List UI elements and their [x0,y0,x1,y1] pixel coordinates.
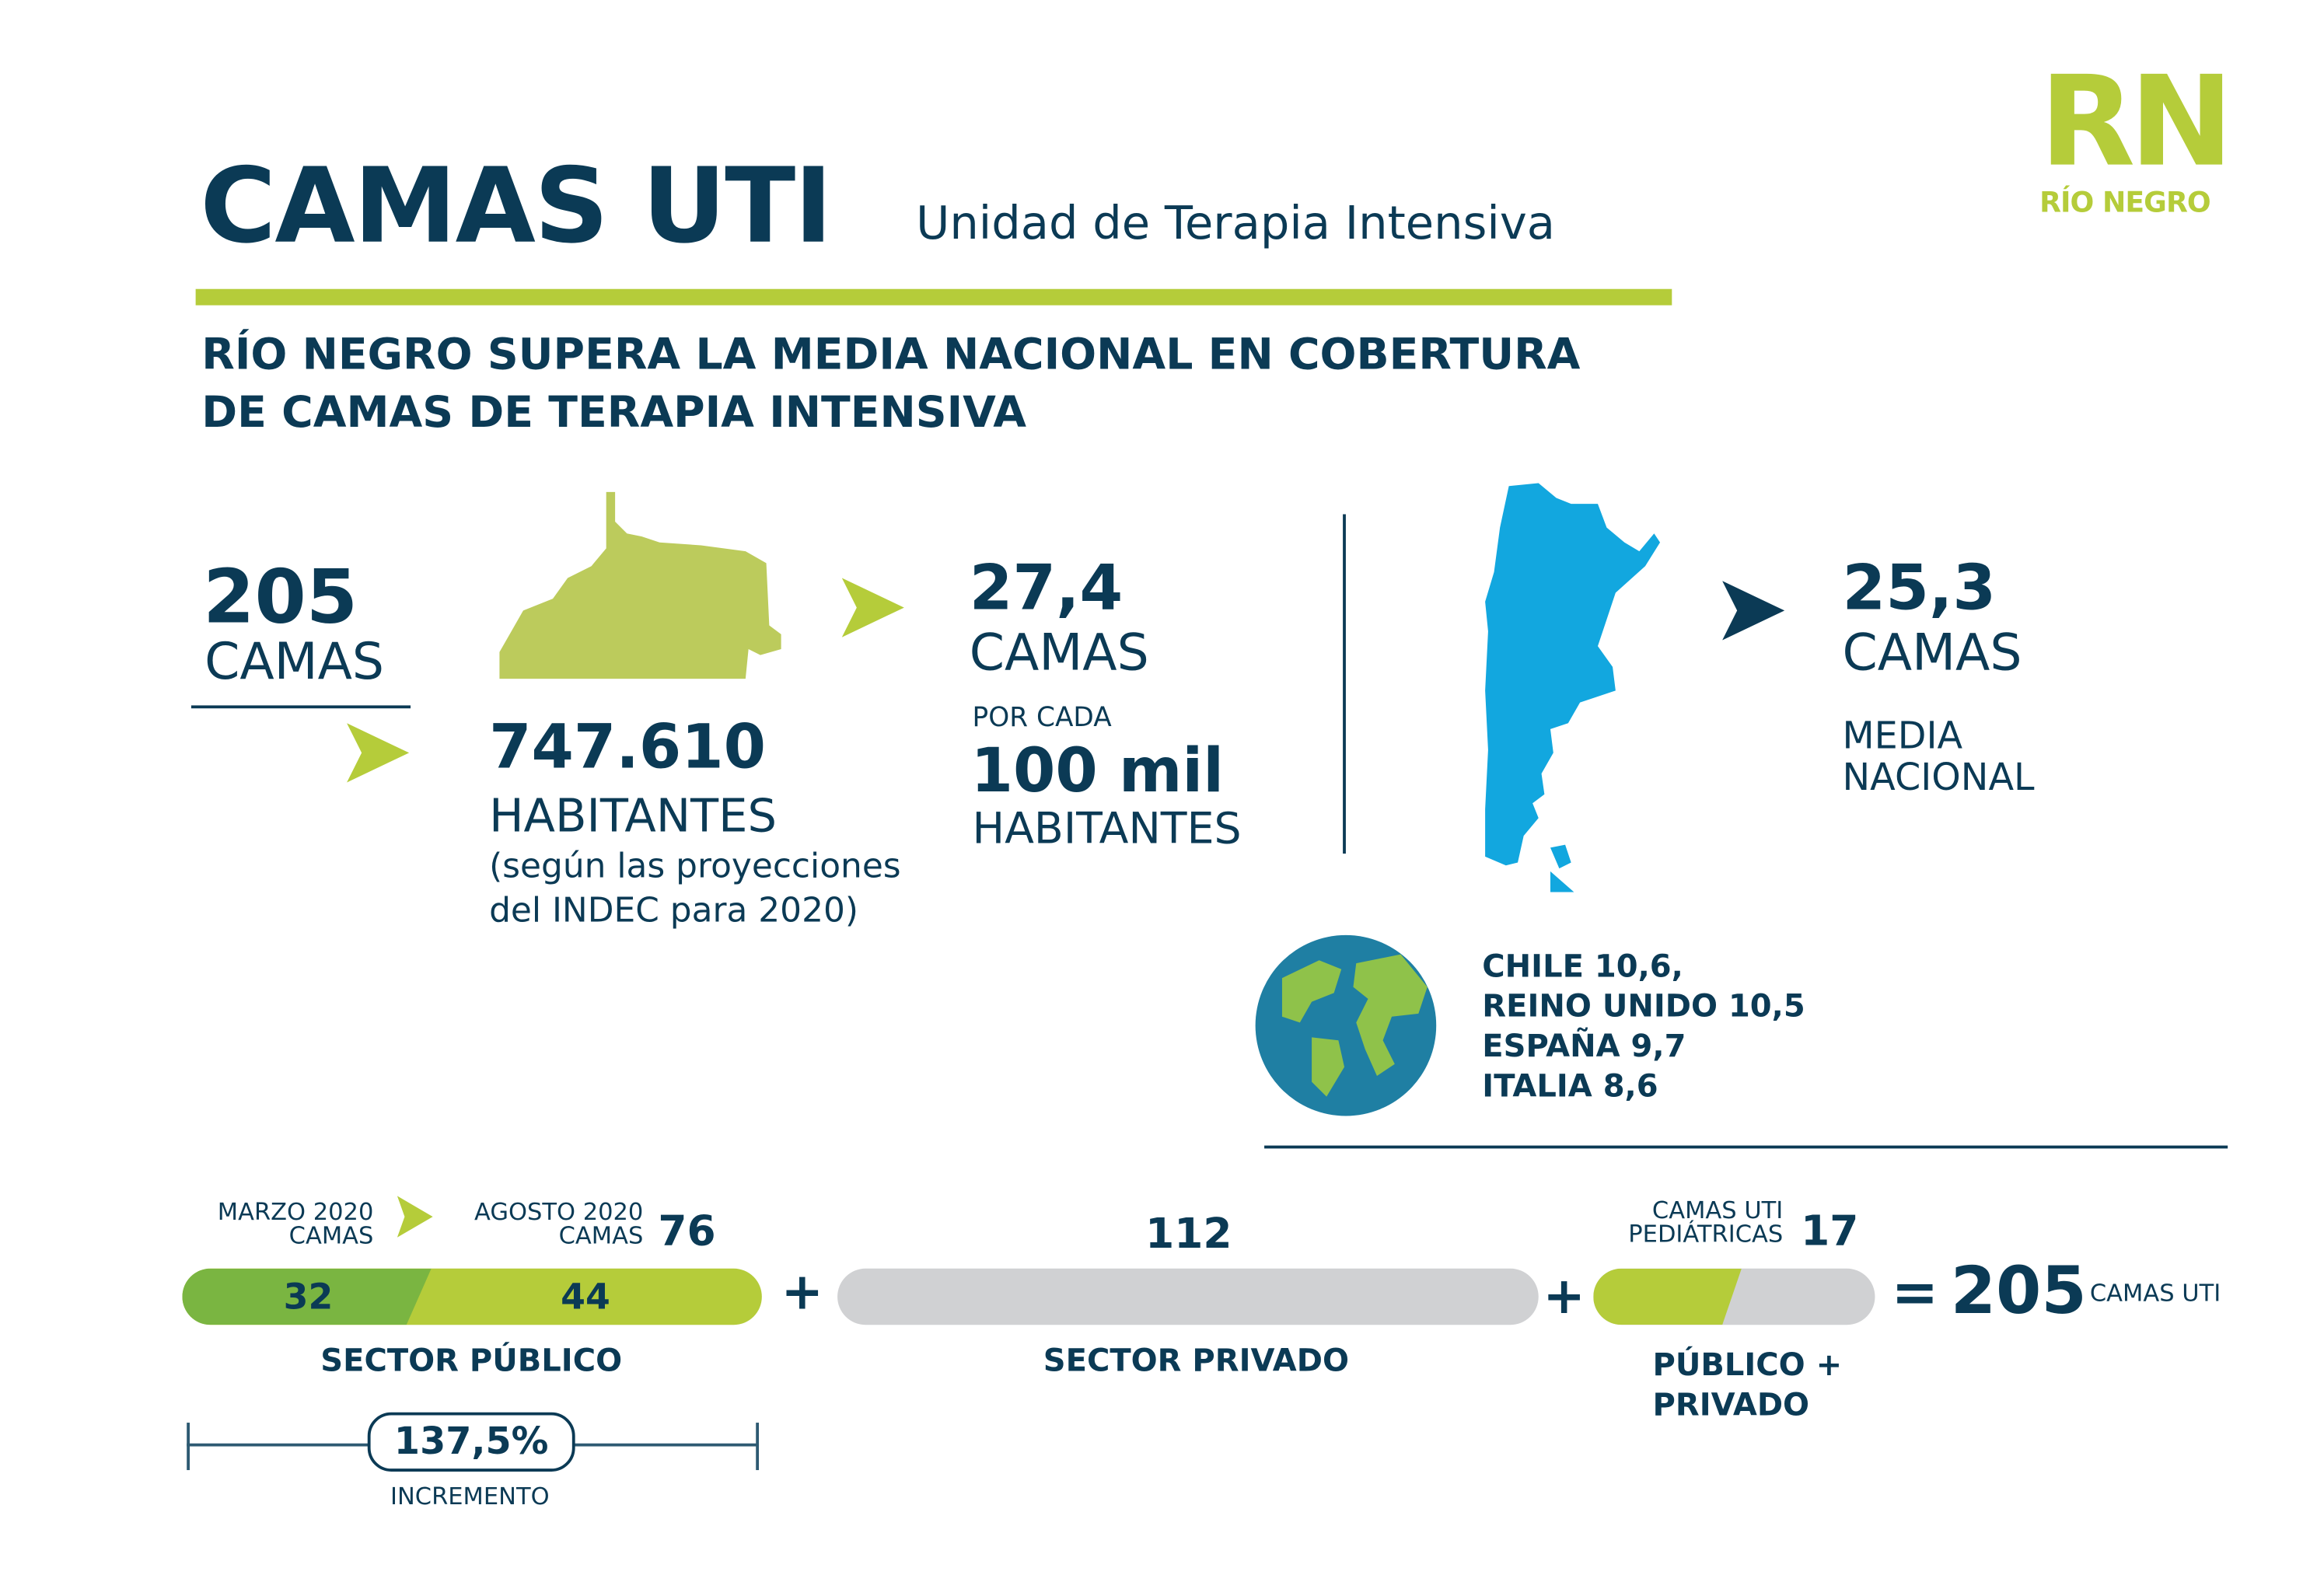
headline-line-2: DE CAMAS DE TERAPIA INTENSIVA [201,386,1026,438]
added-value: 44 [561,1276,610,1318]
national-desc-1: MEDIA [1842,714,1963,758]
rate-per-label: HABITANTES [972,803,1242,854]
increase-label: INCREMENTO [390,1482,550,1510]
march-label-1: MARZO 2020 [217,1197,374,1226]
pediatric-total: 17 [1801,1206,1859,1255]
province-beds-label: CAMAS [204,632,385,693]
national-value: 25,3 [1842,551,1997,624]
pediatric-sector-2: PRIVADO [1652,1387,1810,1423]
rate-per-value: 100 mil [970,735,1225,807]
rate-per: POR CADA [972,702,1112,734]
increase-bracket-left [187,1423,190,1471]
pediatric-public-segment [1593,1268,1742,1325]
national-desc-2: NACIONAL [1842,756,2035,799]
world-item: REINO UNIDO 10,5 [1482,988,1805,1025]
public-sector-label: SECTOR PÚBLICO [320,1343,623,1378]
argentina-map-icon [1485,483,1661,892]
public-bar: 32 44 [182,1268,762,1325]
equals-sign: = [1891,1259,1939,1325]
august-label-2: CAMAS [558,1221,644,1250]
plus-sign: + [1543,1266,1585,1327]
pediatric-label-2: PEDIÁTRICAS [1628,1219,1784,1248]
increase-bracket-right [756,1423,760,1471]
arrow-right-icon [1722,581,1785,641]
population-note-1: (según las proyecciones [489,847,901,886]
march-segment [182,1268,432,1325]
rate-value: 27,4 [969,551,1124,624]
page-title: CAMAS UTI [200,145,833,267]
rate-label: CAMAS [969,623,1149,683]
population-note-2: del INDEC para 2020) [489,892,858,931]
public-total: 76 [658,1206,716,1255]
pediatric-label: CAMAS UTI PEDIÁTRICAS [1571,1196,1784,1248]
rio-negro-map-icon [499,491,781,679]
world-item: ITALIA 8,6 [1482,1068,1658,1105]
divider [190,705,411,709]
arrow-right-icon [347,723,410,783]
page-subtitle: Unidad de Terapia Intensiva [916,197,1556,251]
march-value: 32 [283,1276,334,1318]
world-item: ESPAÑA 9,7 [1482,1028,1686,1064]
pediatric-bar [1593,1268,1875,1325]
globe-icon [1255,934,1437,1116]
title-underline [195,288,1672,306]
logo-name: RÍO NEGRO [2039,187,2211,220]
divider [1264,1145,2228,1149]
march-label: MARZO 2020 CAMAS [178,1200,374,1248]
plus-sign: + [781,1262,823,1322]
private-sector-label: SECTOR PRIVADO [1043,1343,1350,1378]
arrow-right-icon [397,1196,433,1238]
headline-line-1: RÍO NEGRO SUPERA LA MEDIA NACIONAL EN CO… [201,329,1581,380]
pediatric-sector-1: PÚBLICO + [1652,1346,1843,1383]
arrow-right-icon [841,578,904,637]
private-total: 112 [1145,1209,1232,1259]
grand-total: 205 [1950,1253,2087,1329]
private-bar [837,1268,1539,1325]
vertical-divider [1343,514,1346,854]
august-label-1: AGOSTO 2020 [474,1197,644,1226]
population-label: HABITANTES [489,790,778,843]
pediatric-label-1: CAMAS UTI [1651,1196,1784,1224]
pediatric-sector-label: PÚBLICO + PRIVADO [1653,1346,1843,1427]
national-label: CAMAS [1842,623,2022,683]
logo-mark: RN [2039,48,2234,194]
increase-badge: 137,5% [367,1412,575,1472]
grand-total-unit: CAMAS UTI [2089,1279,2221,1308]
march-label-2: CAMAS [288,1221,374,1250]
august-label: AGOSTO 2020 CAMAS [430,1197,644,1250]
population-value: 747.610 [489,711,767,783]
logo: RN RÍO NEGRO [2039,48,2234,220]
world-item: CHILE 10,6, [1482,948,1683,984]
province-beds: 205 [203,554,358,641]
